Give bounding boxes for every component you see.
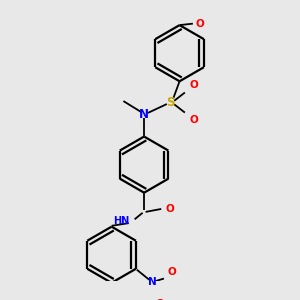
Text: O: O — [189, 115, 198, 125]
Text: N: N — [139, 108, 149, 121]
Text: S: S — [167, 96, 175, 109]
Text: O: O — [167, 267, 176, 277]
Text: O: O — [156, 299, 164, 300]
Text: O: O — [196, 19, 205, 28]
Text: O: O — [189, 80, 198, 90]
Text: N: N — [148, 277, 157, 287]
Text: HN: HN — [113, 216, 129, 226]
Text: O: O — [165, 204, 174, 214]
